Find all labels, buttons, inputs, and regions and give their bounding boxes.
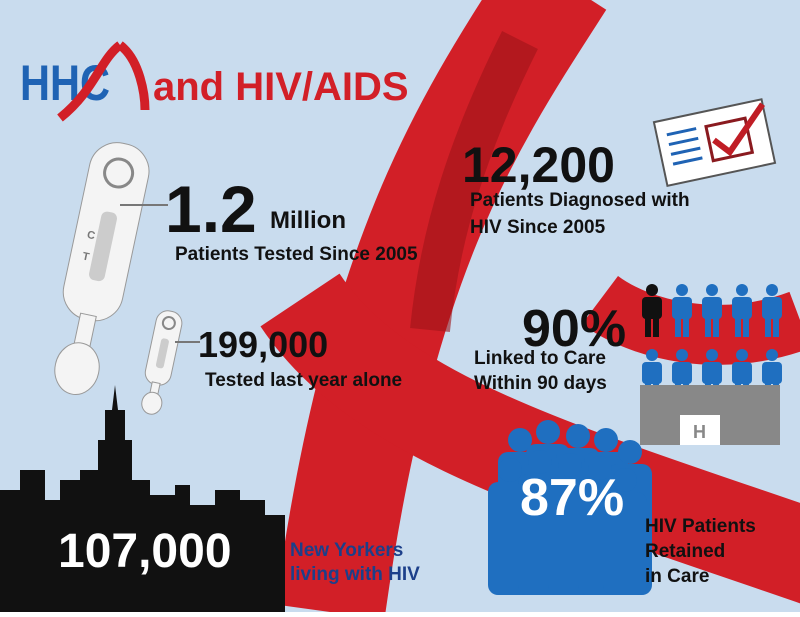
stat-value: 87% — [520, 469, 624, 527]
stick-logo — [161, 316, 176, 331]
person-head — [646, 349, 658, 361]
clipboard-line — [666, 127, 697, 137]
stick-spoon — [141, 391, 163, 415]
person-head — [676, 284, 688, 296]
stat-label: New Yorkers — [290, 540, 403, 561]
person-leg — [705, 317, 711, 337]
person-body — [642, 297, 662, 319]
person-body — [732, 297, 752, 319]
stat-unit: Million — [270, 207, 346, 234]
stat-value: 90% — [522, 300, 626, 358]
stick-logo — [103, 157, 135, 189]
stat-label: Linked to Care — [474, 348, 606, 369]
test-stick-small — [141, 310, 183, 415]
person-leg — [683, 317, 689, 337]
ribbon-shade — [410, 31, 538, 332]
stat-label: Within 90 days — [474, 373, 607, 394]
clipboard-icon — [652, 98, 777, 187]
stat-label: living with HIV — [290, 564, 420, 585]
person-head — [736, 349, 748, 361]
stat-label: Patients Tested Since 2005 — [175, 244, 418, 265]
person-head — [676, 349, 688, 361]
checkbox — [704, 116, 755, 163]
building-door — [680, 415, 720, 445]
crowd — [488, 420, 652, 595]
person-leg — [645, 317, 651, 337]
stat-value: 107,000 — [58, 525, 232, 578]
stat-label: in Care — [645, 566, 709, 587]
crowd-head — [594, 428, 618, 452]
stat-value: 1.2 — [165, 172, 257, 246]
stat-value: 199,000 — [198, 324, 328, 365]
crowd-head — [558, 453, 582, 477]
person-head — [646, 284, 658, 296]
clipboard-line — [670, 146, 701, 156]
crowd-head — [566, 424, 590, 448]
person-leg — [773, 317, 779, 337]
person-leg — [675, 317, 681, 337]
test-stick: C T — [54, 142, 150, 395]
person-body — [672, 297, 692, 319]
building-sign: H — [693, 422, 706, 442]
person-head — [766, 349, 778, 361]
person-body — [702, 362, 722, 384]
person-body — [702, 297, 722, 319]
stick-window — [89, 211, 117, 282]
crowd-head — [498, 458, 522, 482]
ribbon-strand — [260, 272, 800, 604]
crowd-head — [618, 440, 642, 464]
test-mark: T — [81, 250, 90, 263]
logo-ribbon — [57, 41, 150, 122]
person-head — [766, 284, 778, 296]
checkmark — [712, 102, 766, 157]
crowd-body — [603, 492, 647, 595]
clipboard-line — [672, 156, 703, 166]
test-mark: C — [86, 229, 96, 242]
crowd-head — [508, 428, 532, 452]
stick-window — [155, 338, 169, 369]
stat-label: Retained — [645, 541, 725, 562]
crowd-head — [613, 468, 637, 492]
stick-spoon — [54, 342, 100, 395]
stat-label: HIV Patients — [645, 516, 756, 537]
person-body — [762, 362, 782, 384]
clipboard-line — [668, 136, 699, 147]
crowd-head — [536, 420, 560, 444]
person-head — [736, 284, 748, 296]
person-head — [706, 349, 718, 361]
skyline — [0, 385, 285, 612]
person-head — [706, 284, 718, 296]
person-leg — [653, 317, 659, 337]
person-leg — [765, 317, 771, 337]
person-leg — [735, 317, 741, 337]
stat-value: 12,200 — [462, 137, 615, 193]
stat-label: Patients Diagnosed with — [470, 190, 690, 211]
person-leg — [743, 317, 749, 337]
person-leg — [713, 317, 719, 337]
ribbon-strand — [275, 0, 607, 617]
person-body — [732, 362, 752, 384]
person-body — [762, 297, 782, 319]
title: and HIV/AIDS — [153, 65, 409, 109]
person-body — [642, 362, 662, 384]
person-body — [672, 362, 692, 384]
crowd-head — [588, 456, 612, 480]
stat-label: Tested last year alone — [205, 370, 402, 391]
crowd-head — [528, 450, 552, 474]
stat-label: HIV Since 2005 — [470, 217, 606, 238]
